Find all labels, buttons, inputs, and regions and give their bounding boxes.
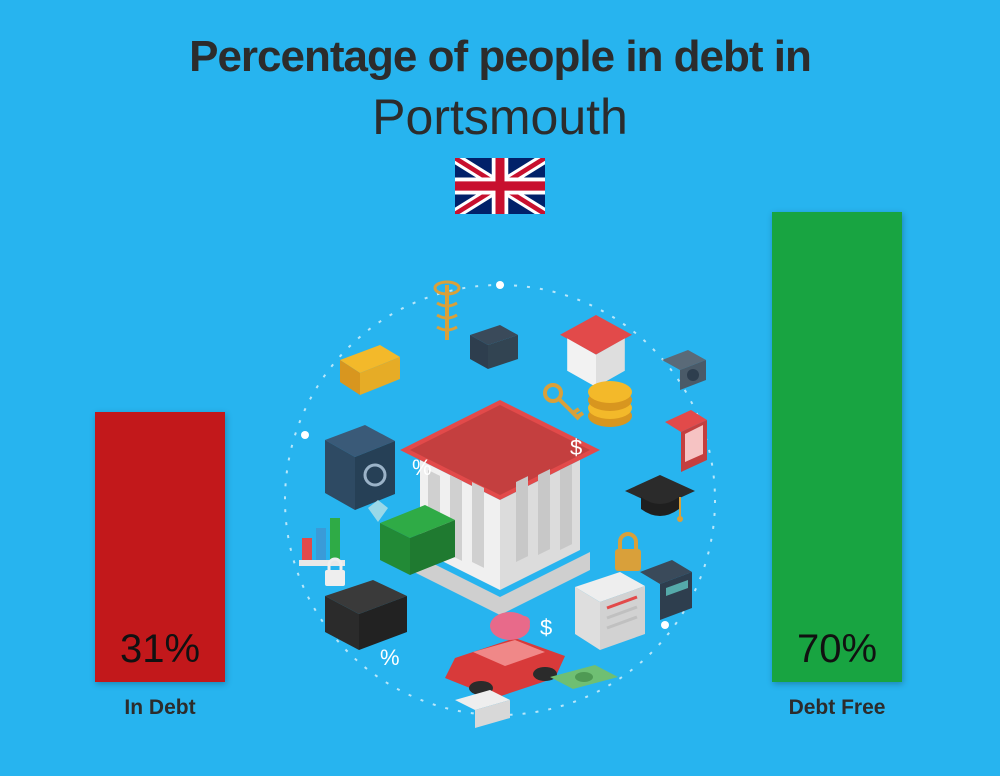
bar-in-debt-value: 31% [95,627,225,672]
calculator-right-icon [640,560,692,620]
title-line2: Portsmouth [0,88,1000,146]
dollar-symbol-icon: $ [570,435,582,460]
percent-symbol-icon: % [380,645,400,670]
coins-icon [588,381,632,427]
finance-illustration: % % $ $ [270,270,730,730]
key-icon [545,385,583,419]
piggy-bank-icon [490,612,530,640]
bar-in-debt: 31% In Debt [95,412,225,682]
bill-icon [550,665,618,689]
calculator-icon [470,325,518,369]
safe-icon [325,425,395,510]
clipboard-icon [575,572,645,650]
bar-debt-free-label: Debt Free [789,696,886,720]
dollar-symbol-icon: $ [540,615,552,640]
bar-in-debt-label: In Debt [124,696,195,720]
graduation-cap-icon [625,475,695,522]
camera-icon [662,350,706,390]
house-icon [560,315,632,387]
bar-debt-free: 70% Debt Free [772,212,902,682]
uk-flag-icon [455,158,545,214]
envelope-icon [340,345,400,395]
car-icon [445,638,565,698]
caduceus-icon [435,282,459,340]
padlock-gold-icon [615,534,641,571]
smartphone-icon [665,410,707,472]
bar-debt-free-value: 70% [772,627,902,672]
cash-stack-icon [380,505,455,575]
percent-symbol-icon: % [412,455,432,480]
title-line1: Percentage of people in debt in [0,32,1000,82]
